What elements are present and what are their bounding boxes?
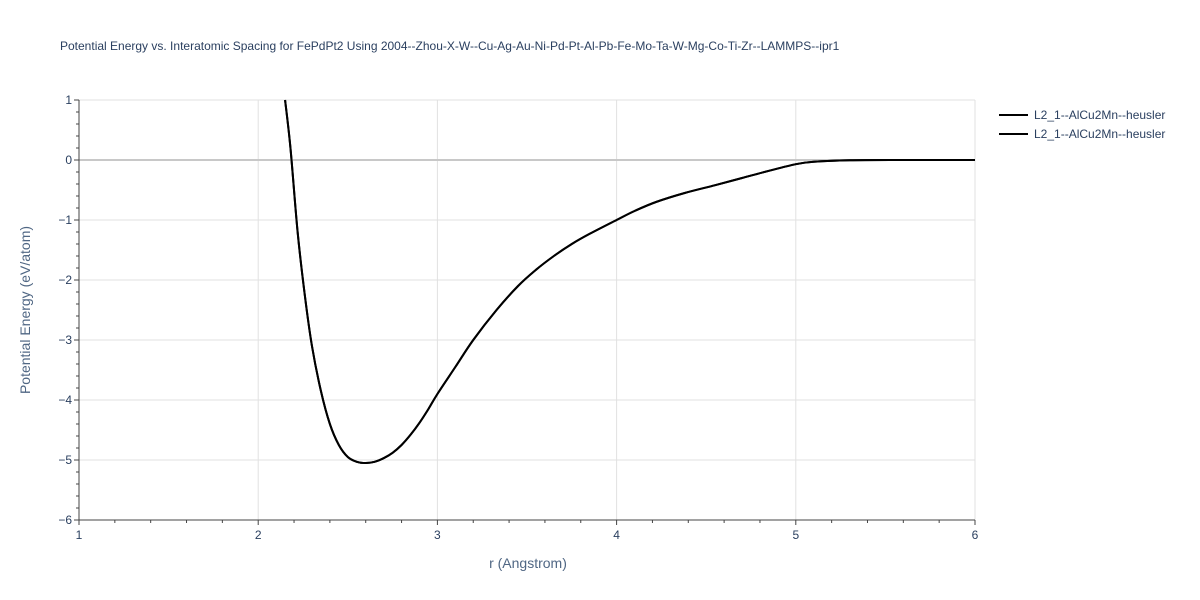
x-tick-label: 5	[792, 528, 799, 542]
x-tick-label: 1	[76, 528, 83, 542]
y-tick-label: −3	[58, 333, 72, 347]
chart-title: Potential Energy vs. Interatomic Spacing…	[60, 39, 840, 53]
legend-item-1[interactable]: L2_1--AlCu2Mn--heusler	[999, 108, 1165, 122]
legend[interactable]: L2_1--AlCu2Mn--heusler L2_1--AlCu2Mn--heu…	[999, 108, 1165, 141]
legend-label: L2_1--AlCu2Mn--heusler	[1034, 108, 1165, 122]
y-tick-label: −6	[58, 513, 72, 527]
y-tick-label: 1	[65, 93, 72, 107]
y-tick-label: −1	[58, 213, 72, 227]
y-tick-label: −5	[58, 453, 72, 467]
series-layer	[284, 99, 975, 464]
x-tick-label: 3	[434, 528, 441, 542]
x-axis-title: r (Angstrom)	[489, 555, 567, 571]
x-tick-label: 4	[613, 528, 620, 542]
legend-label: L2_1--AlCu2Mn--heusler	[1034, 127, 1165, 141]
y-axis-title: Potential Energy (eV/atom)	[17, 226, 33, 394]
grid	[79, 99, 976, 520]
plot-area	[284, 99, 975, 464]
tick-labels: 1 2 3 4 5 6 1 0 −1 −2 −3 −4 −5 −6	[58, 93, 978, 542]
series-line-2	[284, 99, 975, 464]
x-tick-label: 2	[255, 528, 262, 542]
y-tick-label: −4	[58, 393, 72, 407]
x-tick-label: 6	[972, 528, 979, 542]
axes	[74, 99, 976, 525]
legend-item-2[interactable]: L2_1--AlCu2Mn--heusler	[999, 127, 1165, 141]
series-line-1	[284, 99, 975, 464]
y-tick-label: 0	[65, 153, 72, 167]
y-tick-label: −2	[58, 273, 72, 287]
